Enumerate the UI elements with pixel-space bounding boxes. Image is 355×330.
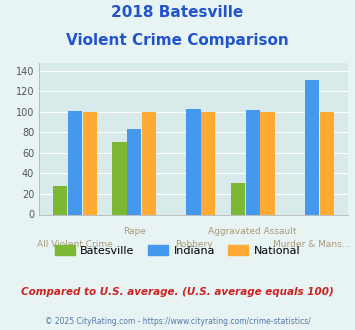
Bar	[320, 112, 334, 214]
Text: All Violent Crime: All Violent Crime	[37, 240, 113, 249]
Text: © 2025 CityRating.com - https://www.cityrating.com/crime-statistics/: © 2025 CityRating.com - https://www.city…	[45, 317, 310, 326]
Bar	[112, 142, 126, 214]
Bar	[246, 110, 260, 214]
Legend: Batesville, Indiana, National: Batesville, Indiana, National	[50, 241, 305, 260]
Bar	[201, 112, 215, 214]
Text: Rape: Rape	[123, 227, 146, 236]
Text: Robbery: Robbery	[175, 240, 212, 249]
Text: Compared to U.S. average. (U.S. average equals 100): Compared to U.S. average. (U.S. average …	[21, 287, 334, 297]
Text: Aggravated Assault: Aggravated Assault	[208, 227, 297, 236]
Bar	[127, 129, 141, 214]
Text: 2018 Batesville: 2018 Batesville	[111, 5, 244, 20]
Bar	[68, 111, 82, 214]
Text: Violent Crime Comparison: Violent Crime Comparison	[66, 33, 289, 48]
Bar	[83, 112, 97, 214]
Bar	[305, 80, 319, 214]
Text: Murder & Mans...: Murder & Mans...	[273, 240, 351, 249]
Bar	[53, 186, 67, 215]
Bar	[261, 112, 275, 214]
Bar	[142, 112, 156, 214]
Bar	[231, 183, 245, 214]
Bar	[186, 109, 201, 214]
